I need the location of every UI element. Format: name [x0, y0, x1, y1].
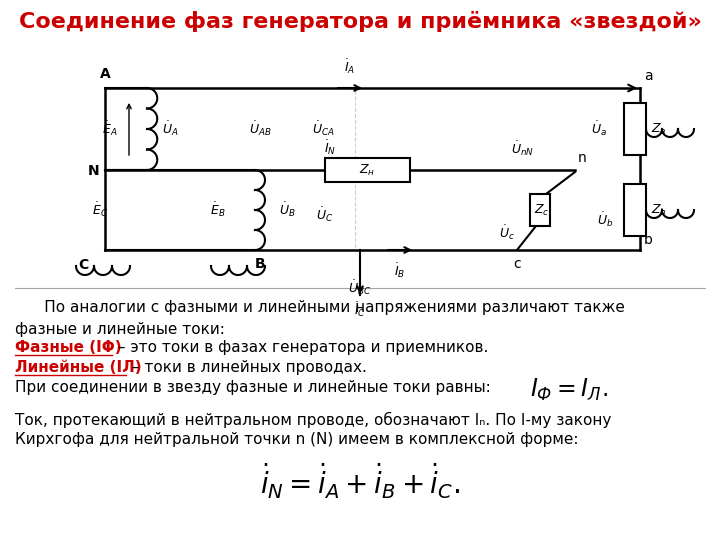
Text: n: n: [578, 151, 587, 165]
Text: Соединение фаз генератора и приёмника «звездой»: Соединение фаз генератора и приёмника «з…: [19, 11, 701, 32]
Text: По аналогии с фазными и линейными напряжениями различают также
фазные и линейные: По аналогии с фазными и линейными напряж…: [15, 300, 625, 337]
Text: – токи в линейных проводах.: – токи в линейных проводах.: [127, 360, 367, 375]
Bar: [624, 184, 646, 236]
Text: $\dot{U}_a$: $\dot{U}_a$: [591, 120, 607, 138]
Text: $\dot{E}_A$: $\dot{E}_A$: [102, 120, 117, 138]
Text: C: C: [78, 258, 88, 272]
Text: – это токи в фазах генератора и приемников.: – это токи в фазах генератора и приемник…: [113, 340, 488, 355]
Text: Линейные (IЛ): Линейные (IЛ): [15, 360, 142, 375]
Text: B: B: [255, 257, 265, 271]
Text: $\dot{U}_A$: $\dot{U}_A$: [162, 120, 179, 138]
Text: $\dot{I}_N$: $\dot{I}_N$: [324, 138, 336, 157]
Bar: [530, 194, 550, 226]
Text: $\dot{U}_c$: $\dot{U}_c$: [499, 224, 515, 242]
Text: $\dot{I}_C$: $\dot{I}_C$: [354, 300, 366, 319]
Text: $\dot{E}_B$: $\dot{E}_B$: [210, 201, 225, 219]
Text: b: b: [644, 233, 653, 247]
Text: При соединении в звезду фазные и линейные токи равны:: При соединении в звезду фазные и линейны…: [15, 380, 491, 395]
Text: $\dot{U}_C$: $\dot{U}_C$: [316, 206, 333, 224]
Text: $Z_a$: $Z_a$: [651, 122, 667, 137]
Text: $Z_c$: $Z_c$: [534, 202, 550, 218]
Text: $\dot{U}_{CA}$: $\dot{U}_{CA}$: [312, 120, 334, 138]
Text: c: c: [513, 257, 521, 271]
Text: $\dot{I}_A$: $\dot{I}_A$: [344, 57, 356, 76]
Text: $\dot{U}_{BC}$: $\dot{U}_{BC}$: [348, 278, 372, 296]
Text: $\dot{U}_{nN}$: $\dot{U}_{nN}$: [511, 139, 534, 158]
Text: N: N: [87, 164, 99, 178]
Text: $\dot{i}_N=\dot{i}_A+\dot{i}_B+\dot{i}_C.$: $\dot{i}_N=\dot{i}_A+\dot{i}_B+\dot{i}_C…: [260, 462, 460, 501]
Text: Фазные (IΦ): Фазные (IΦ): [15, 340, 122, 355]
Text: a: a: [644, 69, 652, 83]
Text: A: A: [99, 67, 110, 81]
Text: $\dot{U}_{AB}$: $\dot{U}_{AB}$: [248, 120, 271, 138]
Text: $\dot{U}_b$: $\dot{U}_b$: [597, 211, 613, 229]
Text: $\dot{U}_B$: $\dot{U}_B$: [279, 201, 295, 219]
Text: $Z_b$: $Z_b$: [651, 202, 667, 218]
Text: $\dot{E}_C$: $\dot{E}_C$: [92, 201, 108, 219]
Text: $I_Ф=I_Л.$: $I_Ф=I_Л.$: [530, 377, 608, 402]
Bar: [325, 158, 410, 182]
Text: Кирхгофа для нейтральной точки n (N) имеем в комплексной форме:: Кирхгофа для нейтральной точки n (N) име…: [15, 432, 578, 447]
Text: $Z_н$: $Z_н$: [359, 163, 376, 178]
Text: $\dot{I}_B$: $\dot{I}_B$: [395, 261, 405, 280]
Text: Ток, протекающий в нейтральном проводе, обозначают Iₙ. По I-му закону: Ток, протекающий в нейтральном проводе, …: [15, 412, 611, 428]
Bar: [624, 103, 646, 155]
